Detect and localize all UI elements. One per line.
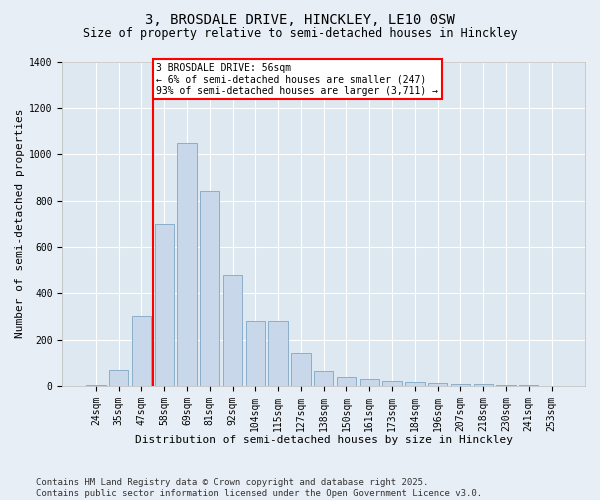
Bar [496,385,515,386]
Bar [428,383,448,386]
Bar [200,191,220,386]
Text: Contains HM Land Registry data © Crown copyright and database right 2025.
Contai: Contains HM Land Registry data © Crown c… [36,478,482,498]
Bar [382,381,402,386]
Bar [268,322,288,386]
Bar [109,370,128,386]
Y-axis label: Number of semi-detached properties: Number of semi-detached properties [15,109,25,338]
Bar [291,354,311,386]
Bar [337,376,356,386]
X-axis label: Distribution of semi-detached houses by size in Hinckley: Distribution of semi-detached houses by … [134,435,512,445]
Bar [177,142,197,386]
Bar [314,371,334,386]
Bar [245,322,265,386]
Bar [359,380,379,386]
Text: 3, BROSDALE DRIVE, HINCKLEY, LE10 0SW: 3, BROSDALE DRIVE, HINCKLEY, LE10 0SW [145,12,455,26]
Bar [451,384,470,386]
Bar [155,224,174,386]
Text: Size of property relative to semi-detached houses in Hinckley: Size of property relative to semi-detach… [83,28,517,40]
Bar [223,274,242,386]
Bar [132,316,151,386]
Bar [86,384,106,386]
Bar [405,382,425,386]
Bar [473,384,493,386]
Text: 3 BROSDALE DRIVE: 56sqm
← 6% of semi-detached houses are smaller (247)
93% of se: 3 BROSDALE DRIVE: 56sqm ← 6% of semi-det… [156,62,438,96]
